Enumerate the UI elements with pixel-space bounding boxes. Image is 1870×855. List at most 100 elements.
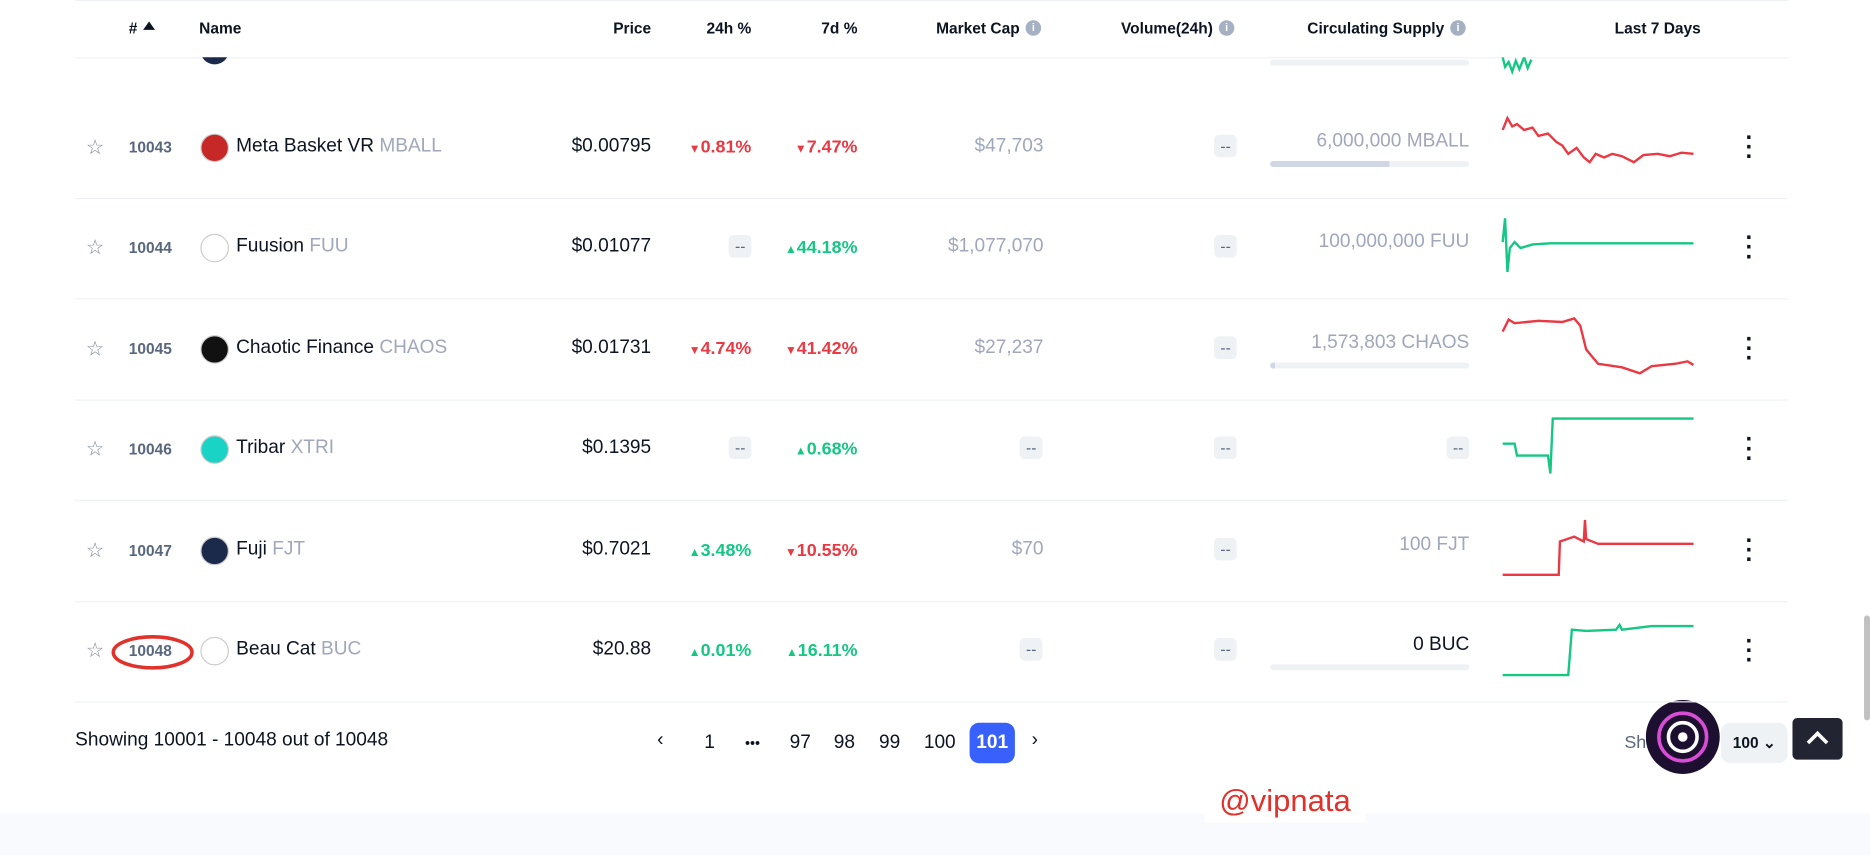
column-header[interactable]: Circulating Supply: [1307, 19, 1445, 37]
star[interactable]: ☆: [85, 538, 105, 562]
page-button[interactable]: 99: [879, 732, 901, 753]
supply: 100,000,000 FUU: [1318, 231, 1470, 253]
column-header[interactable]: 24h %: [706, 19, 752, 37]
sparkline: [1501, 218, 1694, 273]
name: Chaotic Finance: [236, 337, 375, 358]
price: $0.01731: [571, 337, 652, 358]
change: ▲0.01%: [689, 640, 752, 660]
change-value: 44.18%: [796, 237, 858, 259]
back-to-top[interactable]: [1792, 717, 1843, 760]
info-icon[interactable]: i: [1025, 20, 1042, 36]
name: Fuusion: [236, 236, 305, 257]
change-value: 7.47%: [806, 137, 858, 158]
supply: 100 FJT: [1399, 533, 1470, 555]
page-footer: [0, 813, 1870, 855]
change-arrow: ▲: [785, 646, 798, 660]
avatar[interactable]: [1645, 700, 1722, 776]
change-empty: --: [729, 235, 752, 259]
symbol: FJT: [272, 538, 306, 559]
rank: 10046: [128, 440, 172, 459]
change-arrow: ▲: [784, 243, 797, 257]
price: $0.01077: [571, 236, 652, 257]
row-menu[interactable]: · · ·: [1745, 125, 1754, 171]
change: ▲3.48%: [689, 540, 752, 560]
star[interactable]: ☆: [85, 135, 105, 159]
coin-name[interactable]: Chaotic Finance CHAOS: [236, 337, 447, 358]
rank: 10044: [128, 238, 172, 257]
page-button[interactable]: 100: [923, 732, 956, 753]
sparkline: [1501, 115, 1694, 164]
coin-icon: [200, 536, 229, 565]
coin-icon: [200, 435, 229, 465]
name: Beau Cat: [236, 639, 316, 660]
coin-name[interactable]: Beau Cat BUC: [236, 639, 361, 660]
page-button[interactable]: •••: [745, 734, 761, 752]
supply-bar: [1270, 362, 1470, 369]
row-menu[interactable]: · · ·: [1745, 427, 1754, 473]
rank: 10047: [128, 540, 172, 559]
change-value: 4.74%: [700, 338, 752, 359]
star[interactable]: ☆: [85, 437, 105, 461]
supply: 0 BUC: [1413, 634, 1470, 655]
column-header[interactable]: Volume(24h): [1120, 19, 1213, 37]
prev-page[interactable]: ‹: [657, 729, 664, 751]
coin-name[interactable]: Fuji FJT: [236, 539, 305, 560]
row-separator: [75, 701, 1788, 703]
column-header[interactable]: #: [128, 19, 138, 37]
star[interactable]: ☆: [85, 639, 105, 662]
partial-row: [202, 57, 1533, 76]
coin-icon: [200, 133, 229, 163]
column-header[interactable]: Market Cap: [936, 19, 1020, 37]
page-button[interactable]: 98: [833, 732, 855, 753]
change: ▼41.42%: [785, 338, 857, 358]
coin-name[interactable]: Fuusion FUU: [236, 237, 348, 258]
sparkline: [1502, 519, 1694, 576]
change-arrow: ▼: [794, 143, 807, 157]
row-separator: [75, 298, 1788, 300]
column-header: Last 7 Days: [1614, 19, 1701, 37]
sparkline: [1502, 622, 1694, 677]
row-menu[interactable]: · · ·: [1745, 527, 1754, 574]
supply-fill: [1270, 161, 1390, 167]
supply: --: [1447, 436, 1470, 460]
change-arrow: ▲: [794, 445, 807, 459]
change-value: 0.81%: [700, 137, 752, 158]
change-arrow: ▼: [688, 344, 701, 358]
next-page[interactable]: ›: [1031, 729, 1038, 751]
info-icon[interactable]: i: [1218, 20, 1235, 36]
market-cap: --: [1020, 436, 1043, 460]
coin-name[interactable]: Meta Basket VR MBALL: [236, 136, 442, 157]
change-arrow: ▼: [784, 344, 797, 358]
coin-icon: [200, 234, 229, 263]
row-menu[interactable]: · · ·: [1745, 225, 1754, 272]
symbol: FUU: [309, 236, 349, 257]
coin-name[interactable]: Tribar XTRI: [236, 438, 334, 459]
column-header[interactable]: 7d %: [821, 19, 858, 37]
star[interactable]: ☆: [85, 337, 105, 360]
supply: 1,573,803 CHAOS: [1311, 332, 1470, 353]
info-icon[interactable]: i: [1450, 20, 1466, 36]
symbol: CHAOS: [379, 337, 448, 358]
row-menu[interactable]: · · ·: [1745, 628, 1754, 674]
star[interactable]: ☆: [85, 236, 105, 260]
page-button[interactable]: 101: [969, 722, 1015, 764]
market-cap: $27,237: [974, 337, 1044, 358]
change-arrow: ▲: [688, 545, 701, 559]
change-value: 41.42%: [796, 338, 858, 359]
name: Meta Basket VR: [236, 135, 375, 157]
name: Fuji: [236, 538, 267, 559]
page-button[interactable]: 97: [789, 732, 811, 753]
market-cap: --: [1020, 638, 1043, 661]
rank: 10045: [128, 339, 172, 358]
price: $0.1395: [582, 437, 652, 459]
rows-select[interactable]: 100 ⌄: [1720, 722, 1788, 764]
row-menu[interactable]: · · ·: [1745, 326, 1754, 372]
column-header[interactable]: Price: [613, 19, 652, 37]
supply-bar: [1270, 161, 1470, 167]
supply: 6,000,000 MBALL: [1316, 131, 1470, 152]
row-separator: [75, 601, 1788, 603]
showing-text: Showing 10001 - 10048 out of 10048: [75, 729, 389, 751]
page-button[interactable]: 1: [704, 732, 715, 753]
change-value: 0.01%: [700, 640, 752, 661]
change-value: 0.68%: [806, 439, 858, 460]
